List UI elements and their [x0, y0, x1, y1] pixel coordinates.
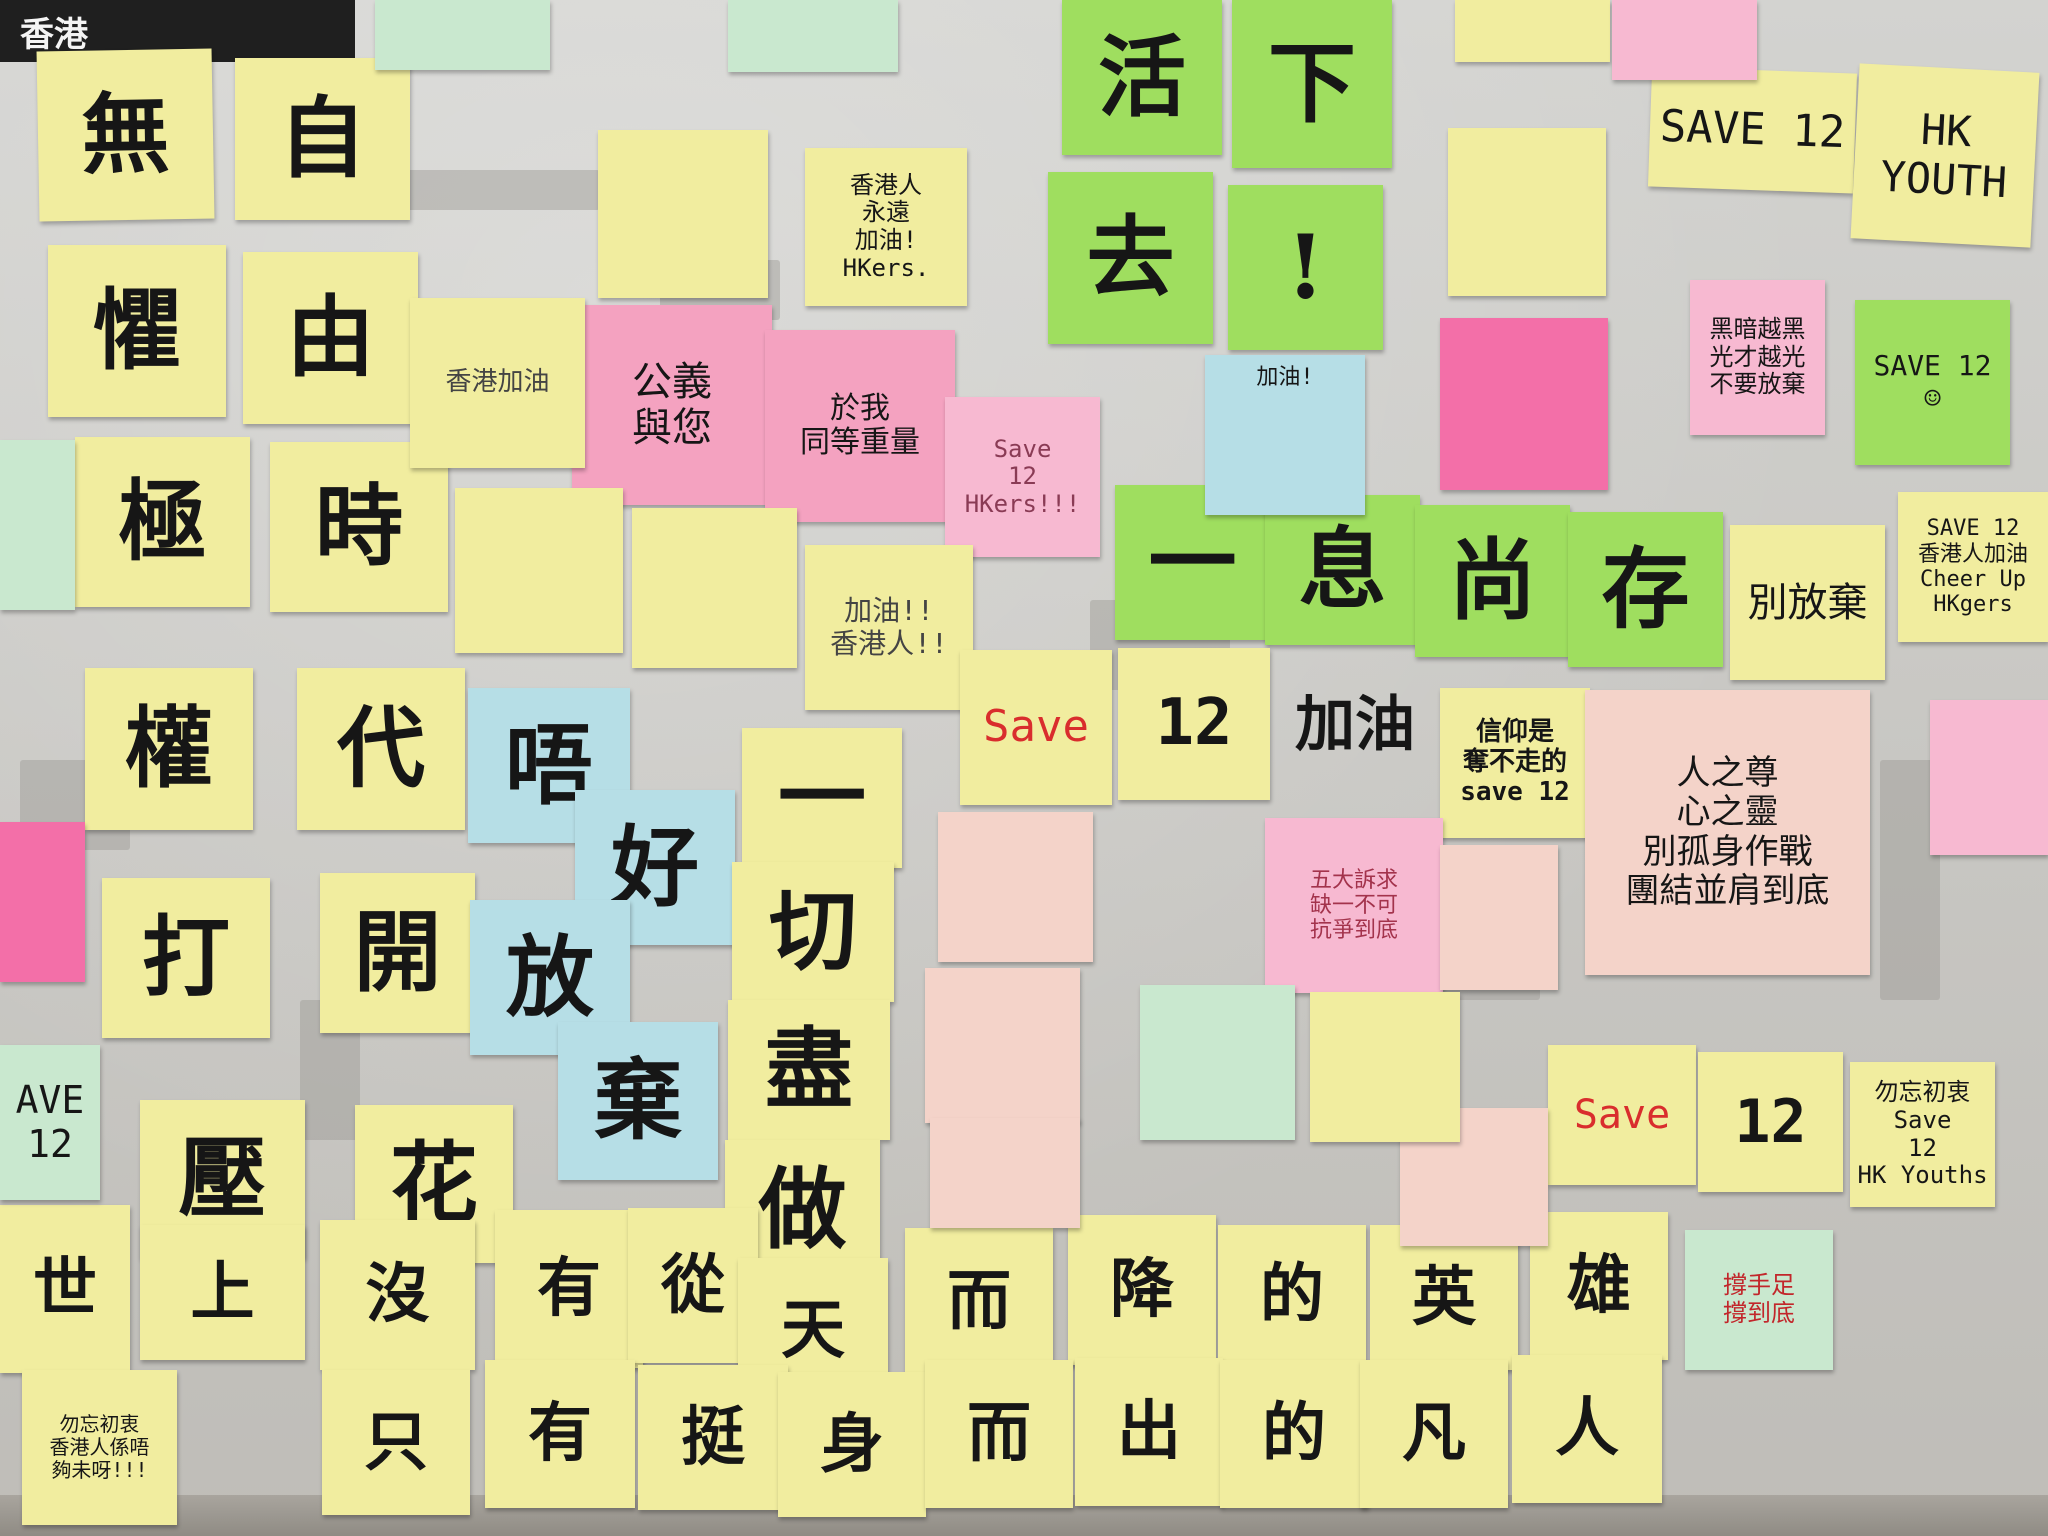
note-dai: 代 — [297, 668, 465, 830]
note-save12-youth: SAVE 12 — [1647, 66, 1858, 194]
note-bottom2: 上 — [140, 1225, 305, 1360]
note-bottom1: 世 — [0, 1205, 130, 1373]
blank-note-1 — [938, 812, 1093, 962]
note-bottom10: 英 — [1370, 1225, 1518, 1370]
note-wuwang: 勿忘初衷 Save 12 HK Youths — [1850, 1062, 1995, 1207]
note-last9: 人 — [1512, 1355, 1662, 1503]
note-bottom7: 而 — [905, 1228, 1053, 1376]
note-hkjia: 香港人 永遠 加油! HKers. — [805, 148, 967, 306]
note-save-red2: Save — [1548, 1045, 1696, 1185]
blank-note-11 — [1612, 0, 1757, 80]
note-wuda: 五大訴求 缺一不可 抗爭到底 — [1265, 818, 1443, 993]
note-bottom3: 沒 — [320, 1220, 475, 1370]
note-ju: 懼 — [48, 245, 226, 417]
note-green3: 尚 — [1415, 505, 1570, 657]
note-wu: 無 — [36, 48, 215, 222]
note-qi: 棄 — [558, 1022, 718, 1180]
note-save12-cheer: SAVE 12 香港人加油 Cheer Up HKgers — [1898, 492, 2048, 642]
blank-note-10 — [1455, 0, 1610, 62]
note-xia: 下 — [1232, 0, 1392, 168]
note-last2: 有 — [485, 1360, 635, 1508]
note-excl: ! — [1228, 185, 1383, 350]
note-green2: 息 — [1265, 495, 1420, 645]
note-save12-pink: Save 12 HKers!!! — [945, 397, 1100, 557]
note-wuwang2: 勿忘初衷 香港人係唔 夠未呀!!! — [22, 1370, 177, 1525]
note-chengshou: 撐手足 撐到底 — [1685, 1230, 1833, 1370]
note-jiayou-blue: 加油! — [1205, 355, 1365, 515]
note-yuwo: 於我 同等重量 — [765, 330, 955, 522]
blank-note-14 — [632, 508, 797, 668]
note-last6: 出 — [1075, 1358, 1223, 1506]
note-da: 打 — [102, 878, 270, 1038]
note-jiayouhk: 加油!! 香港人!! — [805, 545, 973, 710]
note-hkyouth: HK YOUTH — [1850, 63, 2040, 248]
blank-note-8 — [375, 0, 550, 70]
note-hou: 好 — [575, 790, 735, 945]
note-save12-green: SAVE 12 ☺ — [1855, 300, 2010, 465]
note-qie: 切 — [732, 862, 894, 1002]
note-heian: 黑暗越黑 光才越光 不要放棄 — [1690, 280, 1825, 435]
note-bottom5: 從 — [628, 1208, 758, 1363]
note-last7: 的 — [1220, 1360, 1368, 1508]
note-gongyi: 公義 與您 — [572, 305, 772, 505]
note-xinyang: 信仰是 奪不走的 save 12 — [1440, 688, 1590, 838]
note-ji: 極 — [75, 437, 250, 607]
blank-note-15 — [1310, 992, 1460, 1142]
blank-note-19 — [1930, 700, 2048, 855]
note-last8: 凡 — [1360, 1360, 1508, 1508]
note-renzhi: 人之尊 心之靈 別孤身作戰 團結並肩到底 — [1585, 690, 1870, 975]
blank-note-9 — [728, 0, 898, 72]
note-jiayou-big: 加油 — [1295, 689, 1415, 760]
note-last1: 只 — [322, 1370, 470, 1515]
blank-note-3 — [930, 1118, 1080, 1228]
note-kai: 開 — [320, 873, 475, 1033]
note-last5: 而 — [925, 1360, 1073, 1508]
note-yi: 一 — [742, 728, 902, 868]
note-hkjiayou: 香港加油 — [410, 298, 585, 468]
note-you: 由 — [243, 252, 418, 424]
note-fang: 放 — [470, 900, 630, 1055]
note-save12-side: AVE 12 — [0, 1045, 100, 1200]
note-twelve: 12 — [1118, 648, 1270, 800]
note-last4: 身 — [778, 1372, 926, 1517]
blank-note-17 — [0, 440, 75, 610]
note-bottom8: 降 — [1068, 1215, 1216, 1365]
note-zi: 自 — [235, 58, 410, 220]
blank-note-13 — [455, 488, 623, 653]
note-bottom4: 有 — [495, 1210, 643, 1368]
note-green4: 存 — [1568, 512, 1723, 667]
blank-note-16 — [0, 822, 85, 982]
note-save-red: Save — [960, 650, 1112, 805]
blank-note-6 — [1140, 985, 1295, 1140]
note-biefangqi: 別放棄 — [1730, 525, 1885, 680]
note-bottom11: 雄 — [1530, 1212, 1668, 1360]
blank-note-2 — [925, 968, 1080, 1123]
blank-note-4 — [1448, 128, 1606, 296]
blank-note-18 — [1440, 318, 1608, 490]
note-jin: 盡 — [728, 1000, 890, 1140]
note-bottom9: 的 — [1218, 1225, 1366, 1365]
note-huo: 活 — [1062, 0, 1222, 155]
note-qu: 去 — [1048, 172, 1213, 344]
note-shi: 時 — [270, 442, 448, 612]
note-last3: 挺 — [638, 1365, 788, 1510]
note-twelve2: 12 — [1698, 1052, 1843, 1192]
note-quan: 權 — [85, 668, 253, 830]
blank-note-12 — [598, 130, 768, 298]
blank-note-7 — [1440, 845, 1558, 990]
